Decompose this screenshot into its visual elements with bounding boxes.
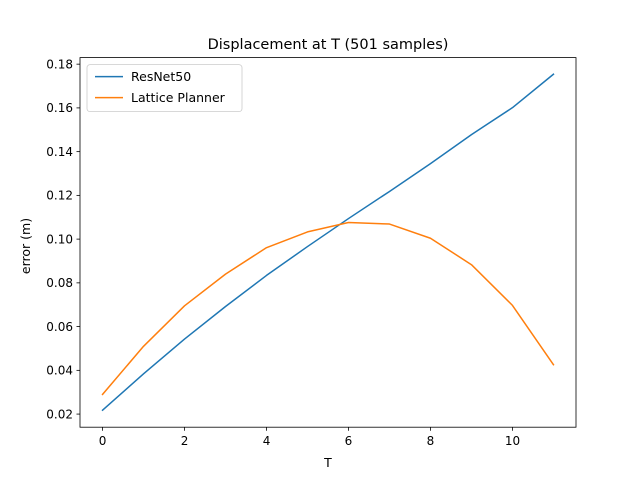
legend-label-0: ResNet50 xyxy=(131,69,191,84)
x-axis-label: T xyxy=(323,455,332,470)
x-tick-label: 8 xyxy=(427,434,435,448)
plot-area xyxy=(79,57,577,428)
y-tick-label: 0.10 xyxy=(46,232,73,246)
y-tick-label: 0.02 xyxy=(46,407,73,421)
x-tick-label: 10 xyxy=(505,434,520,448)
legend: ResNet50 Lattice Planner xyxy=(86,64,243,112)
series-line-1 xyxy=(101,221,555,396)
x-tick-label: 2 xyxy=(181,434,189,448)
y-tick-label: 0.18 xyxy=(46,57,73,71)
series-line-0 xyxy=(101,73,555,412)
y-axis-ticks: 0.02 0.04 0.06 0.08 0.10 0.12 0.14 0.16 0.18 xyxy=(46,57,80,421)
chart-title: Displacement at T (501 samples) xyxy=(208,37,449,53)
y-tick-label: 0.04 xyxy=(46,364,73,378)
y-tick-label: 0.08 xyxy=(46,276,73,290)
y-axis-label: error (m) xyxy=(18,218,33,274)
legend-label-1: Lattice Planner xyxy=(131,90,226,105)
axes-frame xyxy=(79,57,577,428)
y-tick-label: 0.06 xyxy=(46,320,73,334)
y-tick-label: 0.16 xyxy=(46,101,73,115)
y-tick-label: 0.14 xyxy=(46,145,73,159)
x-tick-label: 6 xyxy=(345,434,353,448)
y-tick-label: 0.12 xyxy=(46,189,73,203)
legend-box xyxy=(86,64,243,112)
x-tick-label: 4 xyxy=(263,434,271,448)
x-axis-ticks: 0 2 4 6 8 10 xyxy=(99,427,520,448)
x-tick-label: 0 xyxy=(99,434,107,448)
